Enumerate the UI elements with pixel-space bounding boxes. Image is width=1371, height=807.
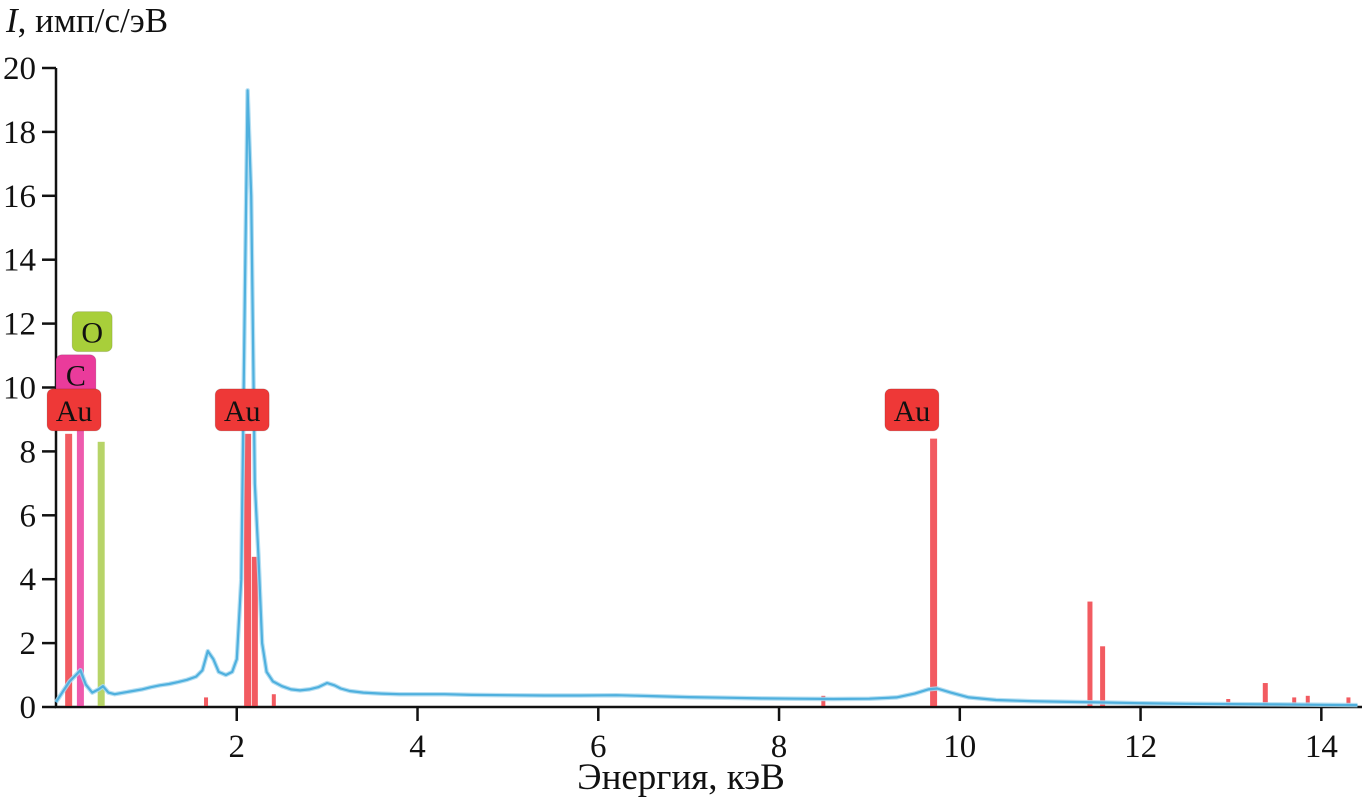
x-tick-label: 6 bbox=[590, 729, 607, 765]
x-axis-title: Энергия, кэВ bbox=[577, 757, 785, 798]
y-tick-label: 6 bbox=[20, 498, 37, 534]
element-label-box-Au bbox=[214, 388, 270, 432]
element-line-Au bbox=[244, 433, 252, 706]
x-tick-label: 12 bbox=[1124, 729, 1157, 765]
y-tick-label: 14 bbox=[3, 243, 36, 279]
element-line-Au bbox=[251, 556, 258, 706]
y-tick-label: 2 bbox=[20, 626, 37, 662]
y-axis-title-symbol: I bbox=[6, 1, 18, 40]
element-line-Au bbox=[1087, 601, 1093, 706]
element-line-O bbox=[97, 441, 105, 706]
y-tick-label: 18 bbox=[3, 115, 36, 151]
element-label-box-O bbox=[71, 311, 113, 353]
x-tick-label: 8 bbox=[771, 729, 788, 765]
y-tick-label: 0 bbox=[20, 690, 37, 726]
y-tick-label: 8 bbox=[20, 434, 37, 470]
y-tick-label: 16 bbox=[3, 179, 36, 215]
element-line-Au bbox=[1305, 695, 1310, 706]
y-tick-label: 20 bbox=[3, 51, 36, 87]
element-label-box-Au bbox=[46, 388, 102, 432]
y-tick-label: 4 bbox=[20, 562, 37, 598]
element-line-Au bbox=[930, 438, 938, 706]
x-tick-label: 14 bbox=[1305, 729, 1338, 765]
y-tick-label: 10 bbox=[3, 371, 36, 407]
element-line-Au bbox=[1346, 697, 1351, 706]
y-tick-label: 12 bbox=[3, 307, 36, 343]
x-tick-label: 2 bbox=[229, 729, 246, 765]
element-label-text-O: O bbox=[81, 317, 103, 350]
element-label-text-Au: Au bbox=[894, 395, 931, 428]
element-line-Au bbox=[204, 697, 209, 706]
element-line-Au bbox=[1100, 646, 1106, 706]
x-tick-label: 10 bbox=[943, 729, 976, 765]
element-label-text-Au: Au bbox=[224, 395, 261, 428]
element-line-Au bbox=[1262, 683, 1268, 706]
element-line-Au bbox=[65, 433, 73, 706]
element-label-box-Au bbox=[884, 388, 940, 432]
element-label-text-C: C bbox=[66, 360, 86, 393]
y-axis-title: I, имп/с/эВ bbox=[6, 1, 169, 41]
element-label-text-Au: Au bbox=[56, 395, 93, 428]
element-line-C bbox=[76, 395, 84, 706]
x-tick-label: 4 bbox=[409, 729, 426, 765]
y-axis-title-units: , имп/с/эВ bbox=[17, 1, 169, 40]
element-line-Au bbox=[1292, 697, 1297, 706]
spectrum-line bbox=[55, 89, 1358, 707]
element-line-Au bbox=[271, 694, 276, 706]
